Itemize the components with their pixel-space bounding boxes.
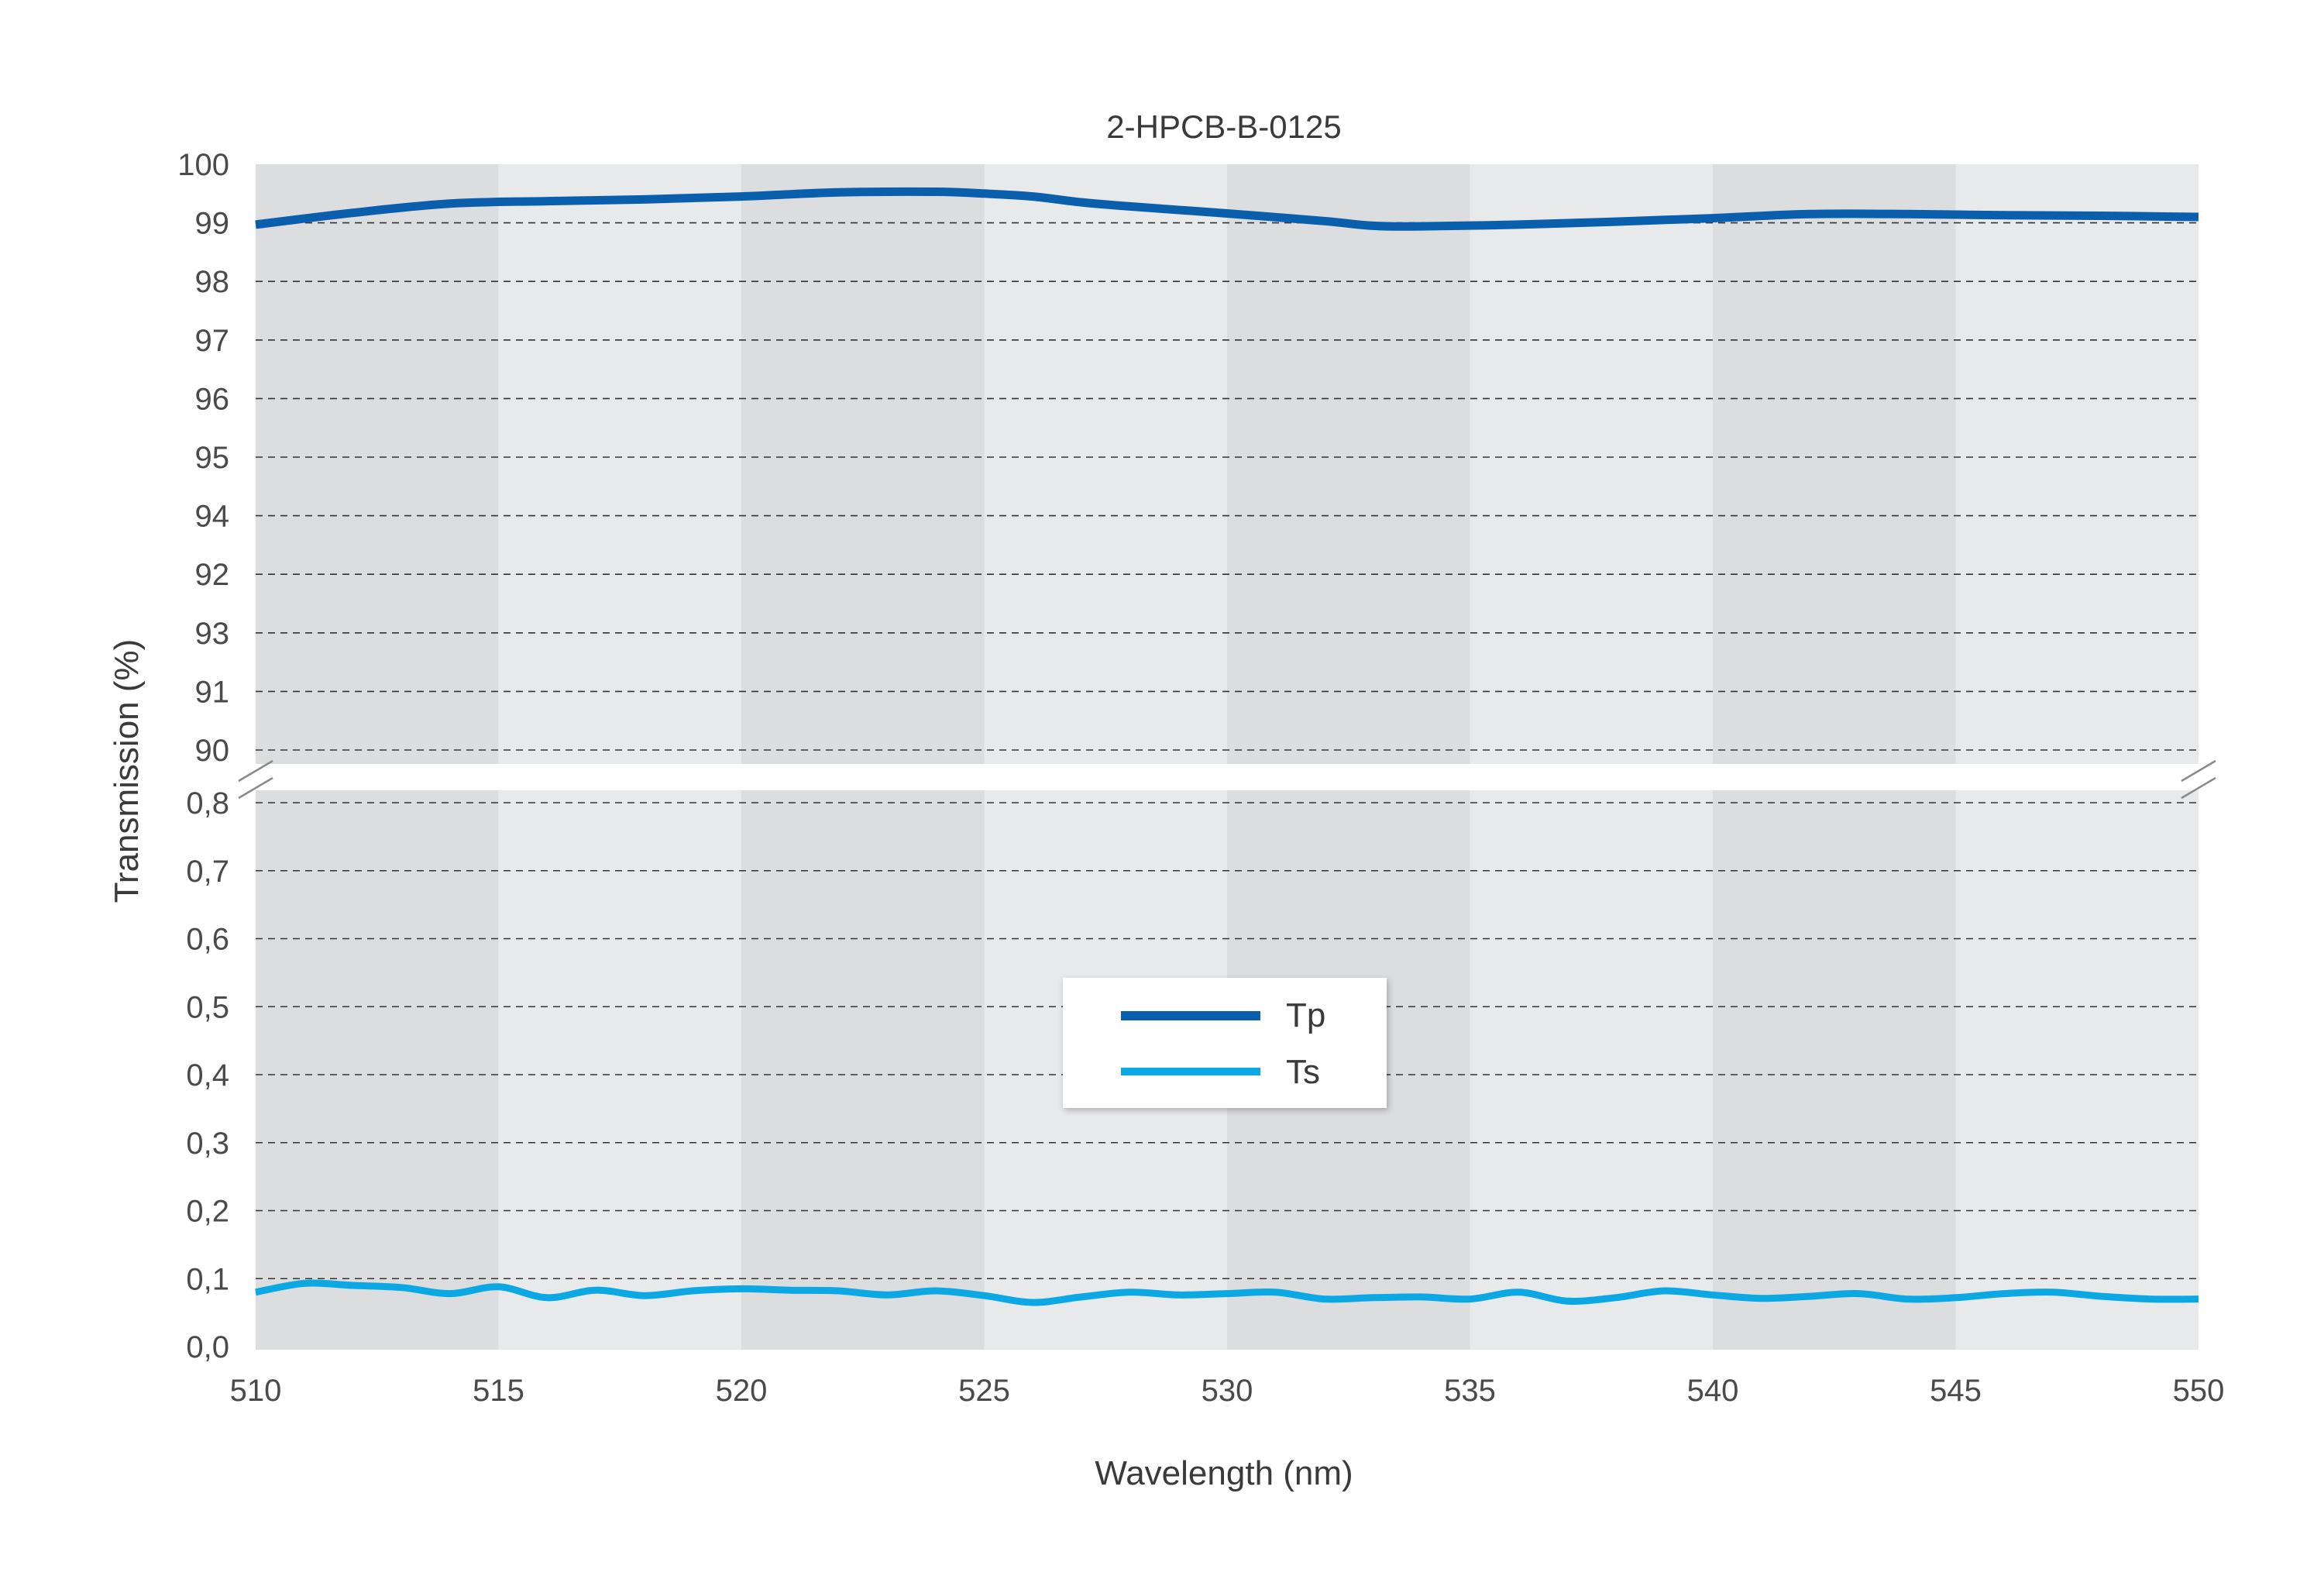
background-band [984, 164, 1227, 1350]
x-tick-label: 510 [230, 1374, 282, 1408]
series-line-ts [255, 1279, 2199, 1306]
y-tick-label: 0,1 [186, 1262, 229, 1296]
x-axis-label: Wavelength (nm) [1095, 1454, 1353, 1492]
background-band [1713, 164, 1956, 1350]
x-tick-label: 520 [716, 1374, 768, 1408]
y-tick-label: 0,0 [186, 1330, 229, 1364]
background-band [1227, 164, 1470, 1350]
background-band [741, 164, 985, 1350]
axis-break-marks [238, 759, 2216, 800]
y-tick-label: 91 [195, 675, 230, 709]
y-tick-label: 0,3 [186, 1127, 229, 1161]
y-axis-label: Transmission (%) [108, 639, 146, 903]
legend: Tp Ts [1063, 978, 1387, 1108]
break-slash [238, 776, 273, 800]
y-tick-label: 0,2 [186, 1195, 229, 1229]
background-band [256, 164, 499, 1350]
background-bands [256, 164, 2199, 1350]
series-line-tp [255, 187, 2199, 231]
legend-box [1063, 978, 1387, 1108]
y-tick-label: 0,6 [186, 923, 229, 957]
y-tick-label: 0,5 [186, 990, 229, 1024]
x-tick-label: 515 [473, 1374, 524, 1408]
legend-ts-label: Ts [1286, 1053, 1320, 1091]
x-tick-label: 540 [1687, 1374, 1739, 1408]
y-tick-label: 0,4 [186, 1058, 229, 1092]
break-slash [2181, 776, 2216, 800]
y-tick-label: 99 [195, 207, 230, 241]
x-tick-labels: 510 515 520 525 530 535 540 545 550 [230, 1374, 2225, 1408]
background-band [498, 164, 741, 1350]
series-lines [255, 187, 2199, 1306]
x-tick-label: 550 [2173, 1374, 2225, 1408]
y-tick-label: 98 [195, 265, 230, 299]
break-slash [2181, 759, 2216, 783]
background-band [1470, 164, 1713, 1350]
y-tick-label: 94 [195, 500, 230, 534]
chart-title: 2-HPCB-B-0125 [1106, 108, 1341, 145]
y-tick-label: 100 [177, 148, 229, 182]
y-tick-label: 0,8 [186, 786, 229, 821]
x-tick-label: 535 [1444, 1374, 1496, 1408]
y-tick-label: 97 [195, 324, 230, 358]
background-band [1955, 164, 2199, 1350]
y-tick-label: 92 [195, 558, 230, 592]
y-tick-label: 93 [195, 617, 230, 651]
break-gap [254, 764, 2200, 790]
y-tick-labels: 100 99 98 97 96 95 94 92 93 91 90 0,8 0,7 0,6 0,5 0,4 0,… [177, 148, 229, 1364]
y-tick-label: 0,7 [186, 855, 229, 889]
x-tick-label: 530 [1202, 1374, 1253, 1408]
legend-tp-label: Tp [1286, 996, 1325, 1034]
break-slash [238, 759, 273, 783]
x-tick-label: 545 [1930, 1374, 1982, 1408]
y-tick-label: 96 [195, 382, 230, 416]
x-tick-label: 525 [958, 1374, 1010, 1408]
y-tick-label: 95 [195, 441, 230, 475]
y-tick-label: 90 [195, 734, 230, 768]
